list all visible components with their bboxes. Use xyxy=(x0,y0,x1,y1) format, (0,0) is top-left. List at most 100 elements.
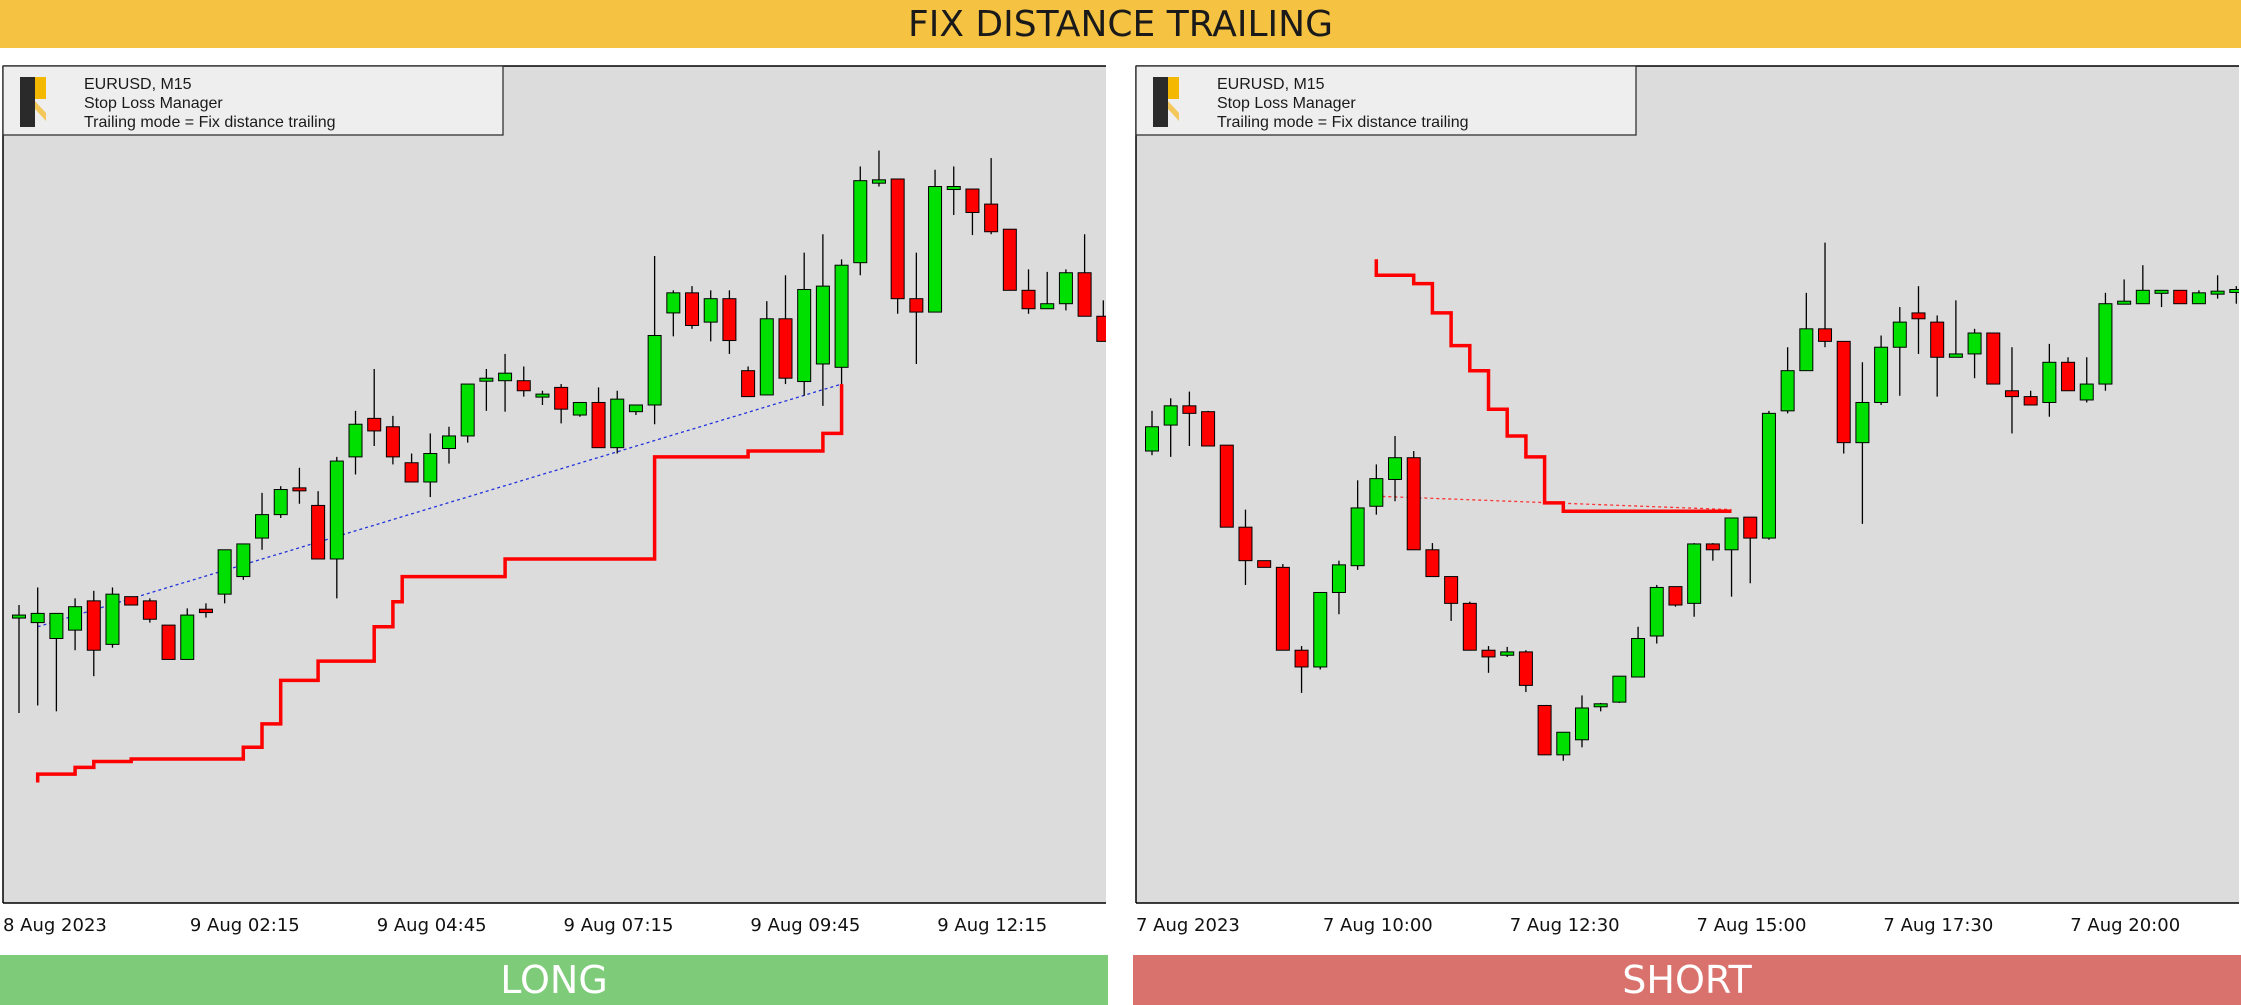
long-info-box-bg xyxy=(2,65,504,136)
short-plot-area xyxy=(1136,66,2239,903)
short-candle-bull xyxy=(2117,300,2132,305)
short-candle-bull xyxy=(2079,383,2094,401)
long-x-tick-label: 8 Aug 2023 xyxy=(3,915,107,936)
short-info-symbol: EURUSD, M15 xyxy=(1217,76,1325,93)
long-candle-bull xyxy=(329,460,344,560)
long-candle-bull xyxy=(535,393,550,398)
short-candle-bull xyxy=(1855,401,1870,444)
short-logo-icon xyxy=(1153,77,1179,127)
short-candle-bear xyxy=(2023,396,2038,406)
short-x-tick-label: 7 Aug 2023 xyxy=(1136,915,1240,936)
long-label: LONG xyxy=(500,958,608,1002)
long-candle-bull xyxy=(797,288,812,383)
short-candle-bull xyxy=(2191,292,2206,305)
short-footer: SHORT xyxy=(1133,955,2241,1005)
long-info-box: EURUSD, M15 Stop Loss Manager Trailing mod… xyxy=(2,65,504,136)
long-x-tick-label: 9 Aug 07:15 xyxy=(564,915,674,936)
short-chart-panel: EURUSD, M15 Stop Loss Manager Trailing mod… xyxy=(1133,65,2241,940)
long-candle-bear xyxy=(554,386,569,410)
long-candle-bear xyxy=(909,298,924,313)
short-candle-bear xyxy=(1275,566,1290,651)
short-candle-bull xyxy=(1631,638,1646,678)
long-candle-bull xyxy=(853,180,868,264)
long-candle-bull xyxy=(498,372,513,382)
long-entry-line xyxy=(37,383,842,628)
short-chart-svg: EURUSD, M15 Stop Loss Manager Trailing mod… xyxy=(1135,65,2239,936)
long-info-mode: Trailing mode = Fix distance trailing xyxy=(84,114,336,131)
long-candle-bear xyxy=(722,298,737,342)
short-candle-bear xyxy=(1705,543,1720,551)
long-candle-bear xyxy=(1002,228,1017,291)
short-candle-bear xyxy=(1930,321,1945,358)
short-candle-bull xyxy=(1145,426,1159,452)
long-candle-bear xyxy=(292,487,307,492)
long-candle-bull xyxy=(30,612,45,624)
long-candle-bull xyxy=(273,489,288,516)
short-x-tick-label: 7 Aug 20:00 xyxy=(2070,915,2180,936)
short-candle-bear xyxy=(2004,390,2019,398)
long-series-group xyxy=(12,150,1106,783)
short-candle-bull xyxy=(1500,651,1515,656)
long-candle-bear xyxy=(385,426,400,458)
long-candle-bear xyxy=(311,504,326,560)
short-stop-loss-line xyxy=(1374,259,1732,514)
short-candle-bull xyxy=(1369,478,1384,507)
page-title: FIX DISTANCE TRAILING xyxy=(908,3,1333,45)
short-candle-bear xyxy=(1257,560,1272,568)
long-candle-bull xyxy=(946,186,961,191)
short-candle-bull xyxy=(1967,332,1982,355)
long-x-tick-label: 9 Aug 02:15 xyxy=(190,915,300,936)
long-candle-bull xyxy=(666,292,681,314)
short-candle-bull xyxy=(1649,586,1664,637)
short-info-box: EURUSD, M15 Stop Loss Manager Trailing mod… xyxy=(1135,65,1637,136)
short-label: SHORT xyxy=(1622,958,1752,1002)
long-chart-svg: EURUSD, M15 Stop Loss Manager Trailing mod… xyxy=(2,65,1106,936)
short-candle-bear xyxy=(1911,312,1926,320)
short-candle-bull xyxy=(1892,321,1907,348)
short-candle-bull xyxy=(1556,731,1571,756)
long-plot-area xyxy=(3,66,1106,903)
long-x-tick-label: 9 Aug 09:45 xyxy=(750,915,860,936)
short-candle-bull xyxy=(2154,289,2169,294)
short-series-group xyxy=(1145,242,2239,761)
long-candle-bull xyxy=(12,614,26,619)
short-candle-bull xyxy=(1163,405,1178,426)
short-entry-line xyxy=(1376,495,1732,511)
long-candle-bear xyxy=(778,318,793,379)
short-info-mode: Trailing mode = Fix distance trailing xyxy=(1217,114,1469,131)
short-candle-bull xyxy=(1350,507,1365,567)
short-candle-bull xyxy=(1948,353,1963,358)
long-candle-bull xyxy=(1058,272,1073,305)
long-candle-bear xyxy=(1096,315,1106,342)
short-candle-bull xyxy=(1687,543,1702,604)
long-candle-bull xyxy=(105,593,120,645)
long-candle-bear xyxy=(741,370,756,398)
short-candle-bull xyxy=(1593,703,1608,708)
long-candle-bull xyxy=(180,614,195,660)
long-candle-bear xyxy=(86,600,101,651)
short-info-product: Stop Loss Manager xyxy=(1217,95,1356,112)
short-candle-bear xyxy=(1481,649,1496,658)
short-candle-bull xyxy=(1388,457,1403,480)
long-x-tick-label: 9 Aug 12:15 xyxy=(937,915,1047,936)
long-chart-panel: EURUSD, M15 Stop Loss Manager Trailing mod… xyxy=(0,65,1108,940)
short-candle-bear xyxy=(1219,444,1234,528)
short-candle-bull xyxy=(1331,564,1346,593)
long-candle-bull xyxy=(834,264,849,368)
short-candle-bear xyxy=(1986,332,2001,385)
short-candle-bear xyxy=(2061,361,2076,392)
long-candle-bull xyxy=(815,285,830,365)
short-candle-bear xyxy=(1294,649,1309,668)
long-candle-bull xyxy=(441,435,456,450)
long-candle-bull xyxy=(1040,303,1055,310)
short-candle-bull xyxy=(1612,675,1627,703)
long-candle-bear xyxy=(516,380,531,392)
long-candle-bear xyxy=(984,203,999,233)
short-candle-bear xyxy=(1238,526,1253,562)
short-candle-bull xyxy=(1724,517,1739,551)
long-candle-bear xyxy=(1021,289,1036,310)
long-info-symbol: EURUSD, M15 xyxy=(84,76,192,93)
long-candle-bull xyxy=(628,404,643,413)
long-candle-bull xyxy=(871,179,886,184)
short-candle-bear xyxy=(1444,576,1459,604)
